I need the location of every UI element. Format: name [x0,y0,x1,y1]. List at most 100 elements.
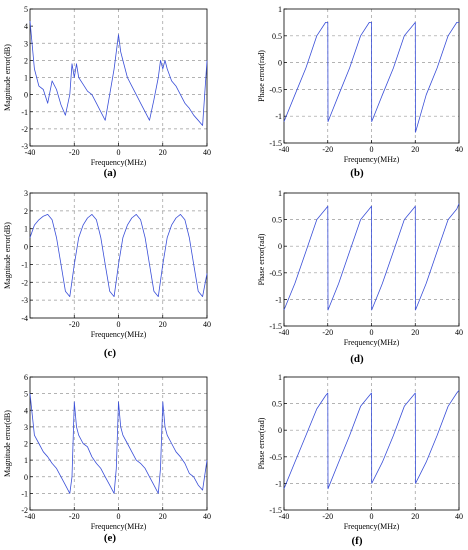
x-tick-label: -40 [25,512,36,521]
series-line [29,20,208,126]
x-tick-label: 20 [411,145,419,154]
x-tick-label: -40 [279,512,290,521]
y-tick-label: 0 [278,242,282,251]
y-tick-label: 5 [24,5,28,14]
panel-d: -40 -20 0 20 40 -1.5 -1 -0.5 0 0.5 1 Frequency(MHz)… [257,189,463,365]
y-tick-label: -1 [275,479,282,488]
panel-caption: (e) [104,532,117,544]
x-axis-label: Frequency(MHz) [344,155,400,164]
y-tick-label: 1 [278,5,282,14]
y-tick-label: -1 [275,112,282,121]
series-line [29,213,208,298]
y-tick-label: -1 [21,489,28,498]
x-tick-label: 20 [411,328,419,337]
x-tick-label: 40 [455,512,463,521]
y-tick-label: -1 [21,260,28,269]
y-tick-label: -1.5 [269,322,282,331]
x-axis-label: Frequency(MHz) [344,522,400,531]
y-tick-label: 0 [24,91,28,100]
y-tick-label: 6 [24,373,28,382]
y-tick-label: 1 [278,373,282,382]
x-tick-label: -40 [279,328,290,337]
y-tick-label: 2 [24,440,28,449]
x-tick-label: 20 [411,512,419,521]
y-axis-label: Magnitude error(dB) [3,44,12,111]
x-tick-label: 20 [159,148,167,157]
y-tick-label: 1 [24,456,28,465]
x-tick-label: -20 [322,328,333,337]
y-axis-label: Magnitude error(dB) [3,222,12,289]
y-tick-label: 3 [24,39,28,48]
x-tick-label: 0 [117,320,121,329]
y-tick-label: 5 [24,390,28,399]
y-tick-label: 0.5 [272,216,282,225]
y-tick-label: 1 [24,74,28,83]
panel-b: -40 -20 0 20 40 -1.5 -1 -0.5 0 0.5 1 Frequency(MHz)… [257,5,463,179]
panel-e: -40 -20 0 20 40 -2 -1 0 1 2 3 4 5 6 Frequency(MHz) Magn… [3,373,211,544]
x-axis-label: Frequency(MHz) [344,338,400,347]
panel-caption: (a) [104,167,117,179]
y-tick-label: 0 [24,243,28,252]
y-tick-label: 3 [24,423,28,432]
y-tick-label: 0.5 [272,32,282,41]
y-tick-label: 0 [24,473,28,482]
y-tick-label: -1.5 [269,506,282,515]
x-tick-label: 0 [370,328,374,337]
series-line [283,21,459,133]
x-tick-label: -20 [69,148,80,157]
x-tick-label: -20 [322,145,333,154]
y-tick-label: 2 [24,207,28,216]
y-tick-label: 4 [24,406,28,415]
x-tick-label: 40 [203,512,211,521]
x-tick-label: 0 [117,148,121,157]
x-tick-label: 20 [159,512,167,521]
y-tick-label: 3 [24,189,28,198]
y-tick-label: 0 [278,59,282,68]
y-tick-label: -3 [21,296,28,305]
y-tick-label: -0.5 [269,269,282,278]
x-tick-label: -20 [322,512,333,521]
x-tick-label: -40 [25,148,36,157]
panel-a: -40 -20 0 20 40 -3 -2 -1 0 1 2 3 4 5 Frequency(MHz) Mag… [3,5,211,179]
x-axis-label: Frequency(MHz) [91,330,147,339]
y-tick-label: -3 [21,142,28,151]
y-tick-label: -2 [21,506,28,515]
panel-caption: (f) [352,535,363,547]
y-axis-label: Phase error(rad) [257,233,266,285]
x-tick-label: 40 [455,145,463,154]
y-tick-label: -1 [275,295,282,304]
y-axis-label: Phase error(rad) [257,50,266,102]
panel-caption: (d) [350,353,364,365]
series-line [283,203,460,311]
y-tick-label: 1 [24,225,28,234]
y-tick-label: -1 [21,108,28,117]
series-line [29,393,208,494]
x-tick-label: 0 [117,512,121,521]
x-tick-label: 20 [159,320,167,329]
panel-caption: (b) [350,167,364,179]
panel-f: -40 -20 0 20 40 -1.5 -1 -0.5 0 0.5 1 Frequency(MHz)… [257,373,463,547]
y-tick-label: -2 [21,278,28,287]
x-tick-label: 0 [370,512,374,521]
y-tick-label: 1 [278,189,282,198]
x-axis-label: Frequency(MHz) [91,522,147,531]
y-tick-label: -4 [21,314,28,323]
y-axis-label: Magnitude error(dB) [3,410,12,477]
panel-caption: (c) [104,347,117,359]
y-tick-label: -2 [21,125,28,134]
x-tick-label: 40 [203,320,211,329]
x-tick-label: 0 [370,145,374,154]
panel-c: -20 0 20 40 -4 -3 -2 -1 0 1 2 3 Frequency(MHz) Magnit… [3,189,211,359]
y-tick-label: 2 [24,56,28,65]
x-tick-label: 40 [455,328,463,337]
x-tick-label: 40 [203,148,211,157]
y-tick-label: -0.5 [269,85,282,94]
y-axis-label: Phase error(rad) [257,417,266,469]
y-tick-label: 0 [278,426,282,435]
series-line [283,390,460,490]
y-tick-label: 0.5 [272,400,282,409]
x-tick-label: -20 [69,320,80,329]
x-tick-label: -40 [279,145,290,154]
x-tick-label: -20 [69,512,80,521]
